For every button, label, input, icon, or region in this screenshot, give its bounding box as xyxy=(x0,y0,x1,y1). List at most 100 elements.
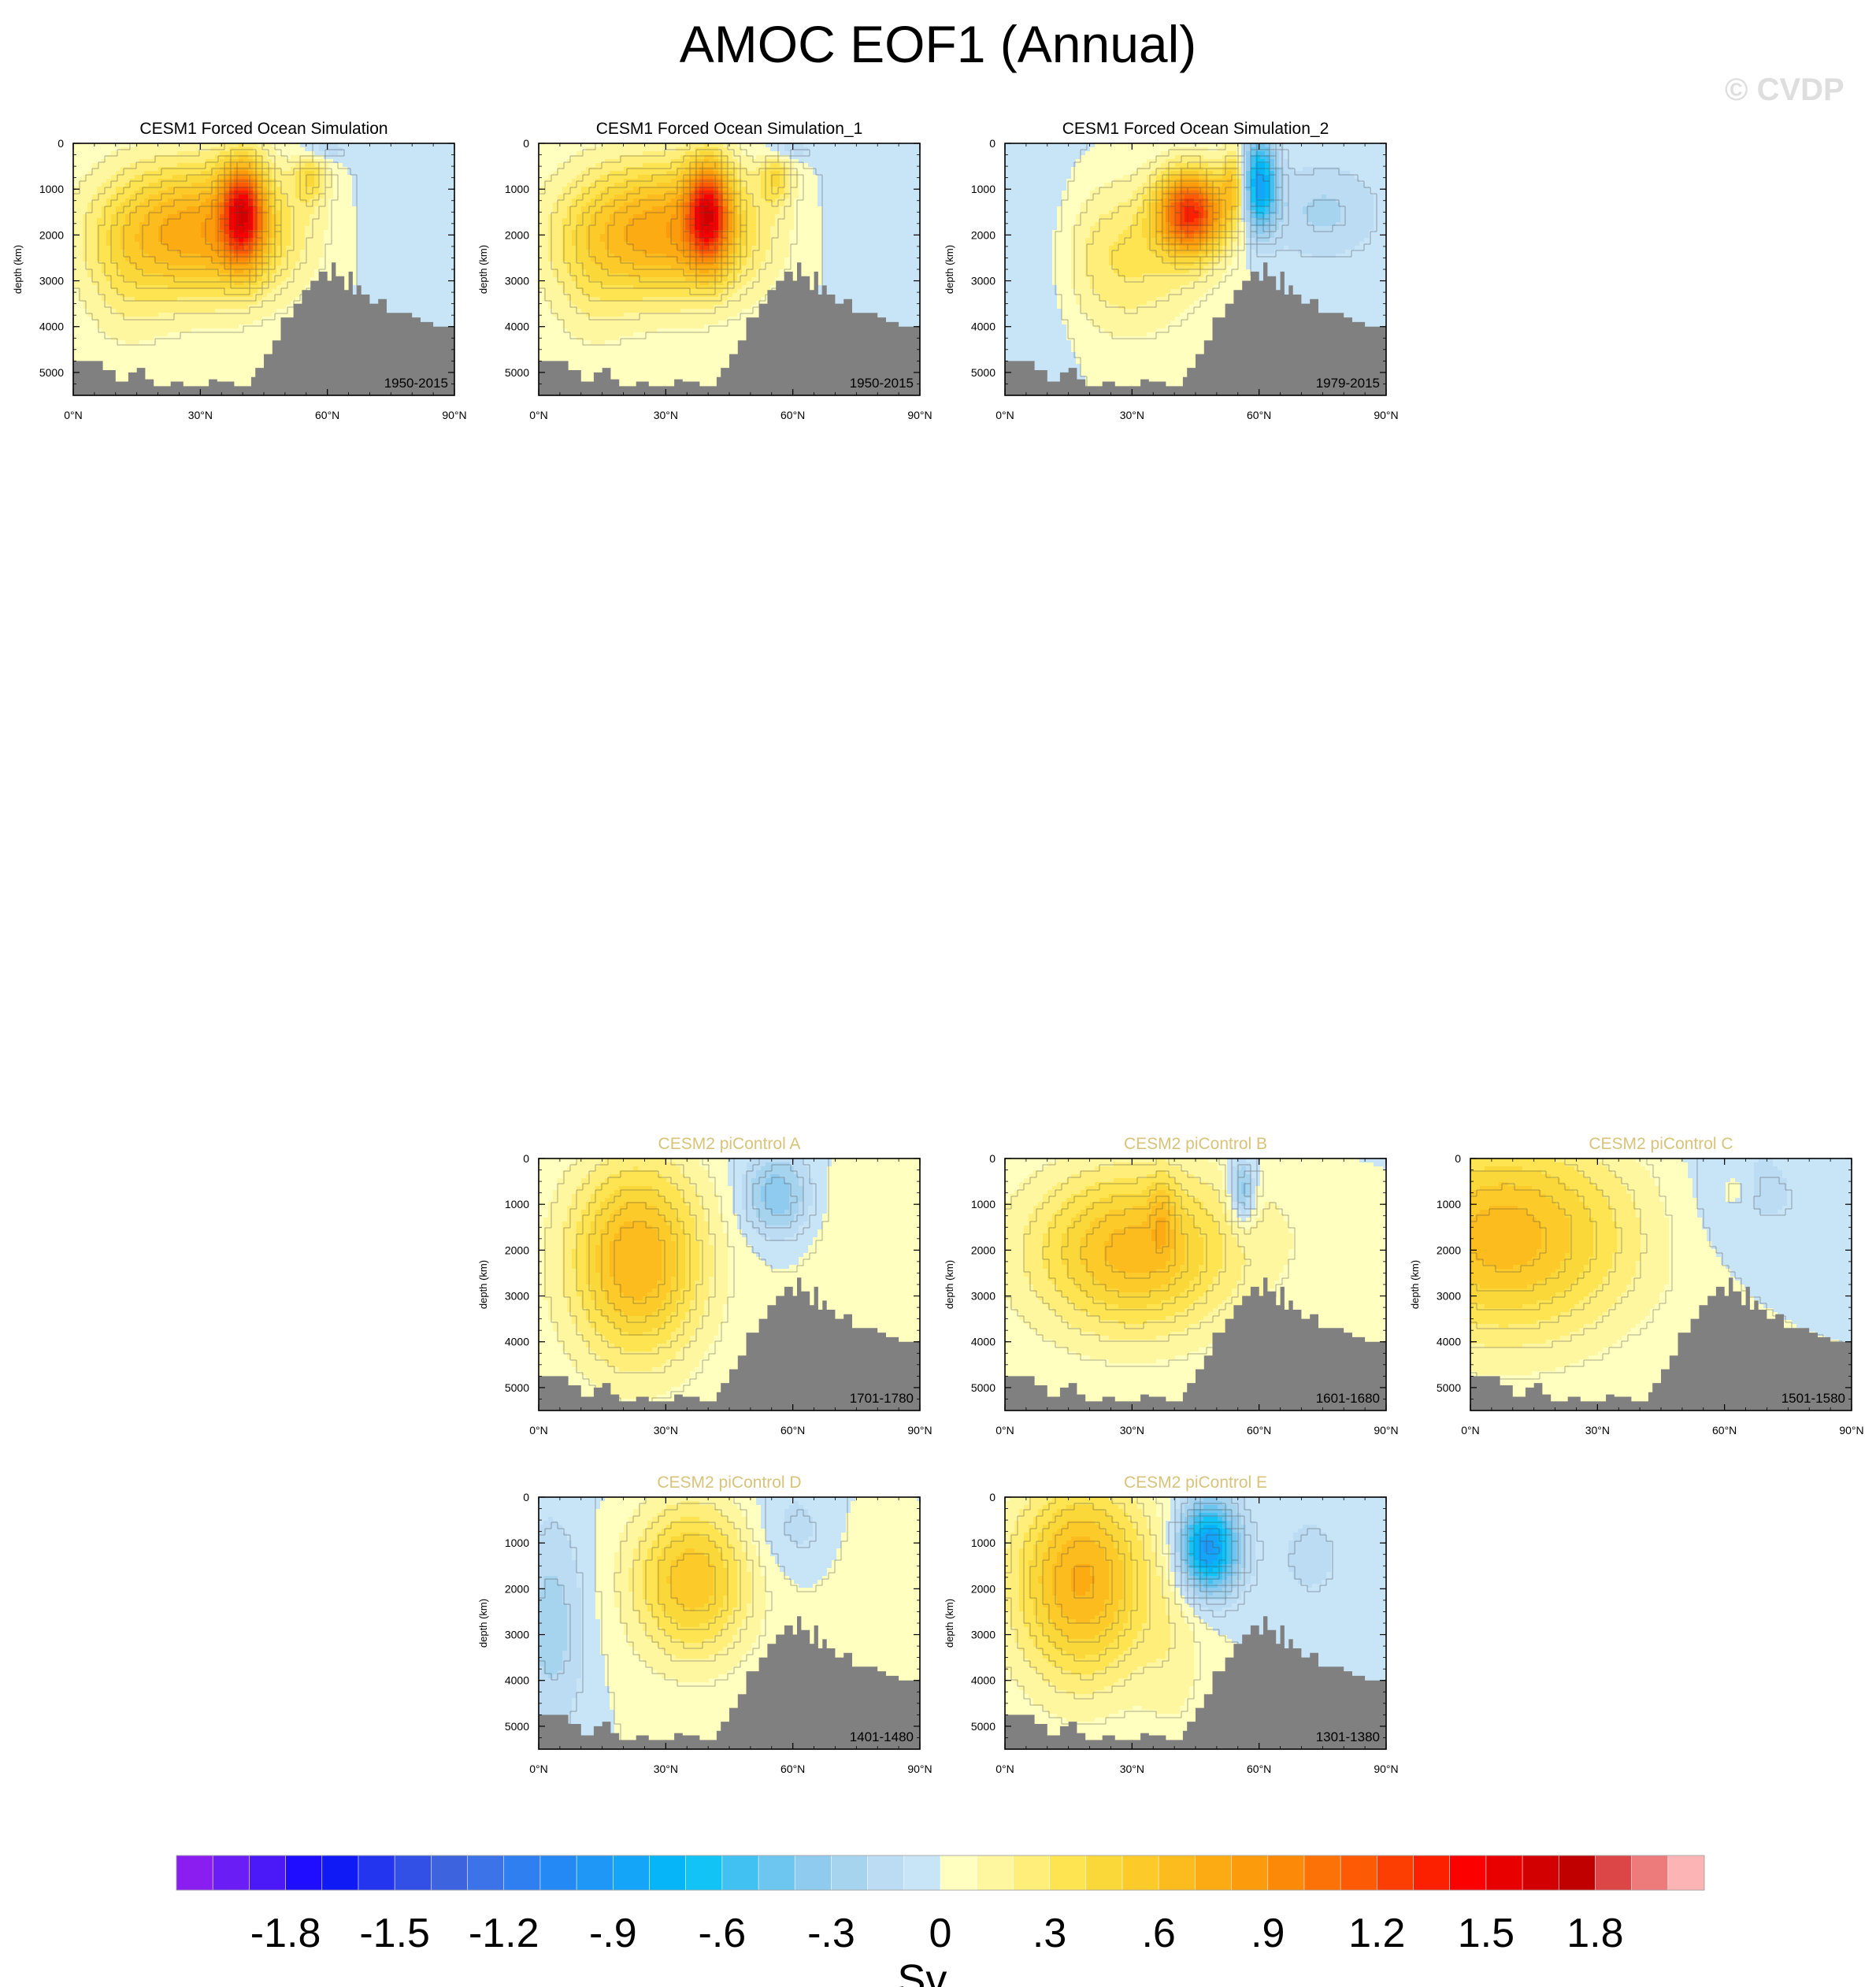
colorbar-box xyxy=(1195,1855,1233,1891)
colorbar-label: .9 xyxy=(1251,1911,1285,1956)
colorbar-box xyxy=(539,1855,577,1891)
colorbar-box xyxy=(1085,1855,1123,1891)
colorbar-label: .6 xyxy=(1141,1911,1175,1956)
colorbar-box xyxy=(1158,1855,1196,1891)
panel-6-ytick-label: 1000 xyxy=(1437,1198,1461,1210)
panel-3-xtick-label: 30°N xyxy=(1120,409,1144,421)
panel-8-xtick-label: 60°N xyxy=(1247,1763,1271,1775)
panel-3-title: CESM1 Forced Ocean Simulation_2 xyxy=(1062,120,1329,138)
panel-3-xtick-label: 90°N xyxy=(1374,409,1398,421)
panel-6-ytick-label: 4000 xyxy=(1437,1336,1461,1348)
colorbar-box xyxy=(1231,1855,1269,1891)
panel-8-ytick-label: 0 xyxy=(989,1491,995,1503)
panel-7-ytick-label: 1000 xyxy=(505,1537,529,1549)
colorbar-box xyxy=(1049,1855,1087,1891)
colorbar-box xyxy=(794,1855,832,1891)
panel-1-period: 1950-2015 xyxy=(384,376,448,391)
panel-7-xtick-label: 60°N xyxy=(780,1763,805,1775)
colorbar-label: -1.2 xyxy=(469,1911,539,1956)
panel-2-xtick-label: 90°N xyxy=(907,409,932,421)
colorbar-label: -1.5 xyxy=(359,1911,430,1956)
panel-1-contours xyxy=(73,143,358,395)
panel-4: CESM2 piControl A 1701-1780 0 1000 2000 3000 4… xyxy=(477,1135,932,1436)
colorbar-box xyxy=(212,1855,250,1891)
panel-3-ylabel: depth (km) xyxy=(944,245,955,294)
panel-3-contours xyxy=(1055,143,1377,395)
panel-3-ytick-label: 4000 xyxy=(971,321,995,333)
panel-5-xtick-label: 60°N xyxy=(1247,1424,1271,1436)
panel-5-title: CESM2 piControl B xyxy=(1124,1135,1267,1153)
colorbar-box xyxy=(831,1855,869,1891)
panel-6-ytick-label: 5000 xyxy=(1437,1381,1461,1394)
panel-1-xtick-label: 0°N xyxy=(64,409,83,421)
panel-5: CESM2 piControl B 1601-1680 0 1000 2000 3000 4… xyxy=(944,1135,1399,1436)
panel-2-title: CESM1 Forced Ocean Simulation_1 xyxy=(596,120,863,138)
colorbar-box xyxy=(976,1855,1014,1891)
panel-3-ytick-label: 0 xyxy=(989,137,995,150)
colorbar-label: 0 xyxy=(929,1911,952,1956)
panel-6-ylabel: depth (km) xyxy=(1409,1260,1421,1309)
panel-1-title: CESM1 Forced Ocean Simulation xyxy=(139,120,387,138)
panel-7-contours xyxy=(539,1497,848,1749)
panel-2-xtick-label: 30°N xyxy=(654,409,678,421)
panel-8-period: 1301-1380 xyxy=(1316,1729,1380,1744)
colorbar-box xyxy=(1013,1855,1051,1891)
panel-2-field xyxy=(539,143,920,395)
panel-6-title: CESM2 piControl C xyxy=(1589,1135,1733,1153)
panel-6-xtick-label: 0°N xyxy=(1461,1424,1480,1436)
panel-3-ytick-label: 5000 xyxy=(971,366,995,379)
colorbar-box xyxy=(1631,1855,1669,1891)
panel-1: CESM1 Forced Ocean Simulation 1950-2015 0 1… xyxy=(12,120,467,421)
panel-4-xtick-label: 0°N xyxy=(529,1424,548,1436)
panel-8-ylabel: depth (km) xyxy=(944,1599,955,1648)
colorbar-box xyxy=(903,1855,941,1891)
panel-6-ytick-label: 3000 xyxy=(1437,1290,1461,1303)
panel-4-ylabel: depth (km) xyxy=(477,1260,489,1309)
panel-5-ytick-label: 3000 xyxy=(971,1290,995,1303)
colorbar-box xyxy=(394,1855,432,1891)
panel-6-ytick-label: 2000 xyxy=(1437,1244,1461,1256)
panel-7-period: 1401-1480 xyxy=(850,1729,914,1744)
colorbar-box xyxy=(1522,1855,1559,1891)
panel-3-xtick-label: 60°N xyxy=(1247,409,1271,421)
panel-7-xtick-label: 0°N xyxy=(529,1763,548,1775)
colorbar-box xyxy=(1449,1855,1487,1891)
cvdp-watermark: © CVDP xyxy=(1725,72,1844,108)
panel-2-ylabel: depth (km) xyxy=(477,245,489,294)
panel-1-xtick-label: 90°N xyxy=(442,409,466,421)
panel-2-xtick-label: 60°N xyxy=(780,409,805,421)
panel-1-xtick-label: 60°N xyxy=(315,409,339,421)
panel-4-ytick-label: 3000 xyxy=(505,1290,529,1303)
panel-8-contours xyxy=(1005,1497,1333,1749)
panel-2-ytick-label: 2000 xyxy=(505,228,529,241)
panel-3-xtick-label: 0°N xyxy=(995,409,1014,421)
colorbar-box xyxy=(1485,1855,1523,1891)
panel-7-ytick-label: 3000 xyxy=(505,1629,529,1641)
colorbar-box xyxy=(249,1855,287,1891)
panel-3: CESM1 Forced Ocean Simulation_2 1979-2015… xyxy=(944,120,1399,421)
colorbar-box xyxy=(1340,1855,1377,1891)
panel-4-ytick-label: 0 xyxy=(523,1152,529,1165)
colorbar-box xyxy=(1667,1855,1705,1891)
panel-1-ytick-label: 5000 xyxy=(39,366,64,379)
panel-7-ytick-label: 4000 xyxy=(505,1674,529,1687)
panel-2-xtick-label: 0°N xyxy=(529,409,548,421)
panel-6: CESM2 piControl C 1501-1580 0 1000 2000 3000 4… xyxy=(1409,1135,1864,1436)
panel-2: CESM1 Forced Ocean Simulation_1 1950-2015… xyxy=(477,120,932,421)
colorbar-box xyxy=(721,1855,759,1891)
panel-4-contours xyxy=(544,1158,829,1405)
panel-1-ytick-label: 1000 xyxy=(39,183,64,195)
panel-6-xtick-label: 30°N xyxy=(1585,1424,1610,1436)
panel-7: CESM2 piControl D 1401-1480 0 1000 2000 3000 4… xyxy=(477,1474,932,1775)
panel-4-title: CESM2 piControl A xyxy=(658,1135,801,1153)
panel-1-xtick-label: 30°N xyxy=(188,409,213,421)
panel-7-ytick-label: 0 xyxy=(523,1491,529,1503)
panel-8-xtick-label: 90°N xyxy=(1374,1763,1398,1775)
panel-2-ytick-label: 3000 xyxy=(505,275,529,287)
panel-1-bathymetry xyxy=(73,262,454,395)
colorbar-label: -.9 xyxy=(589,1911,637,1956)
colorbar-box xyxy=(358,1855,395,1891)
panels-layer: CESM1 Forced Ocean Simulation 1950-2015 0 1… xyxy=(12,120,1864,1775)
colorbar-box xyxy=(1595,1855,1633,1891)
colorbar: -1.8 -1.5 -1.2 -.9 -.6 -.3 0 .3 .6 .9 1.2 1.5 1.8 Sv xyxy=(176,1855,1705,1987)
